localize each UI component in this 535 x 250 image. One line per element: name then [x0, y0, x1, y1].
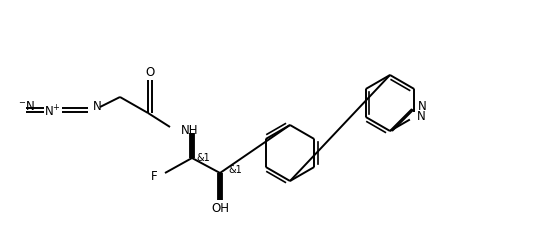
Text: O: O — [146, 66, 155, 78]
Text: N$^{+}$: N$^{+}$ — [43, 104, 60, 120]
Text: &1: &1 — [228, 165, 242, 175]
Text: &1: &1 — [196, 153, 210, 163]
Text: F: F — [151, 170, 157, 182]
Text: N: N — [417, 110, 426, 124]
Text: N: N — [418, 100, 426, 114]
Text: $^{-}$N: $^{-}$N — [18, 100, 35, 114]
Text: OH: OH — [211, 202, 229, 214]
Text: N: N — [93, 100, 102, 114]
Text: NH: NH — [181, 124, 198, 136]
